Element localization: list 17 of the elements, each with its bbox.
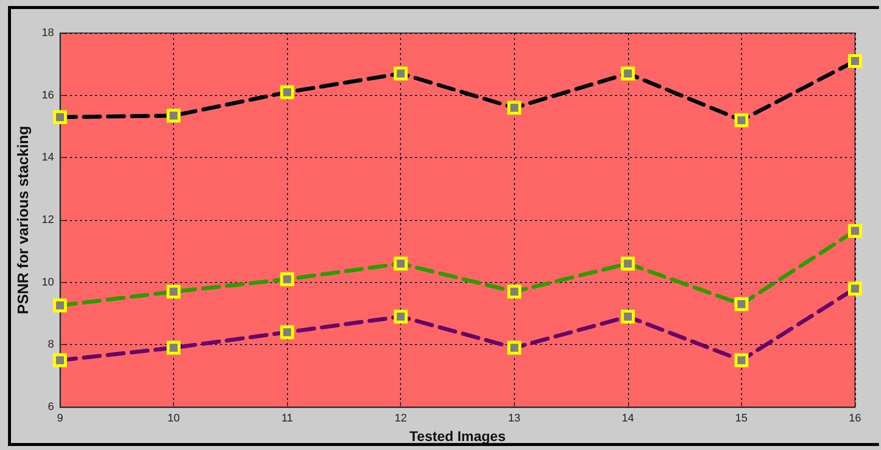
x-tick-label: 11 [281,412,293,424]
x-axis-title: Tested Images [409,428,506,444]
y-tick-label: 6 [48,401,54,413]
x-tick-label: 12 [394,412,407,424]
y-tick-label: 14 [42,152,54,164]
y-tick-label: 12 [42,214,54,226]
y-axis-title: PSNR for various stacking [14,126,32,314]
x-tick-label: 14 [622,412,634,424]
y-tick-label: 10 [42,276,54,288]
y-tick-label: 8 [48,338,54,351]
x-tick-label: 16 [848,412,862,424]
x-tick-label: 9 [56,412,64,424]
y-tick-label: 16 [42,89,54,102]
y-tick-label: 18 [42,27,54,39]
x-tick-label: 15 [735,412,748,424]
x-tick-label: 10 [167,412,180,424]
x-tick-label: 13 [508,412,520,424]
